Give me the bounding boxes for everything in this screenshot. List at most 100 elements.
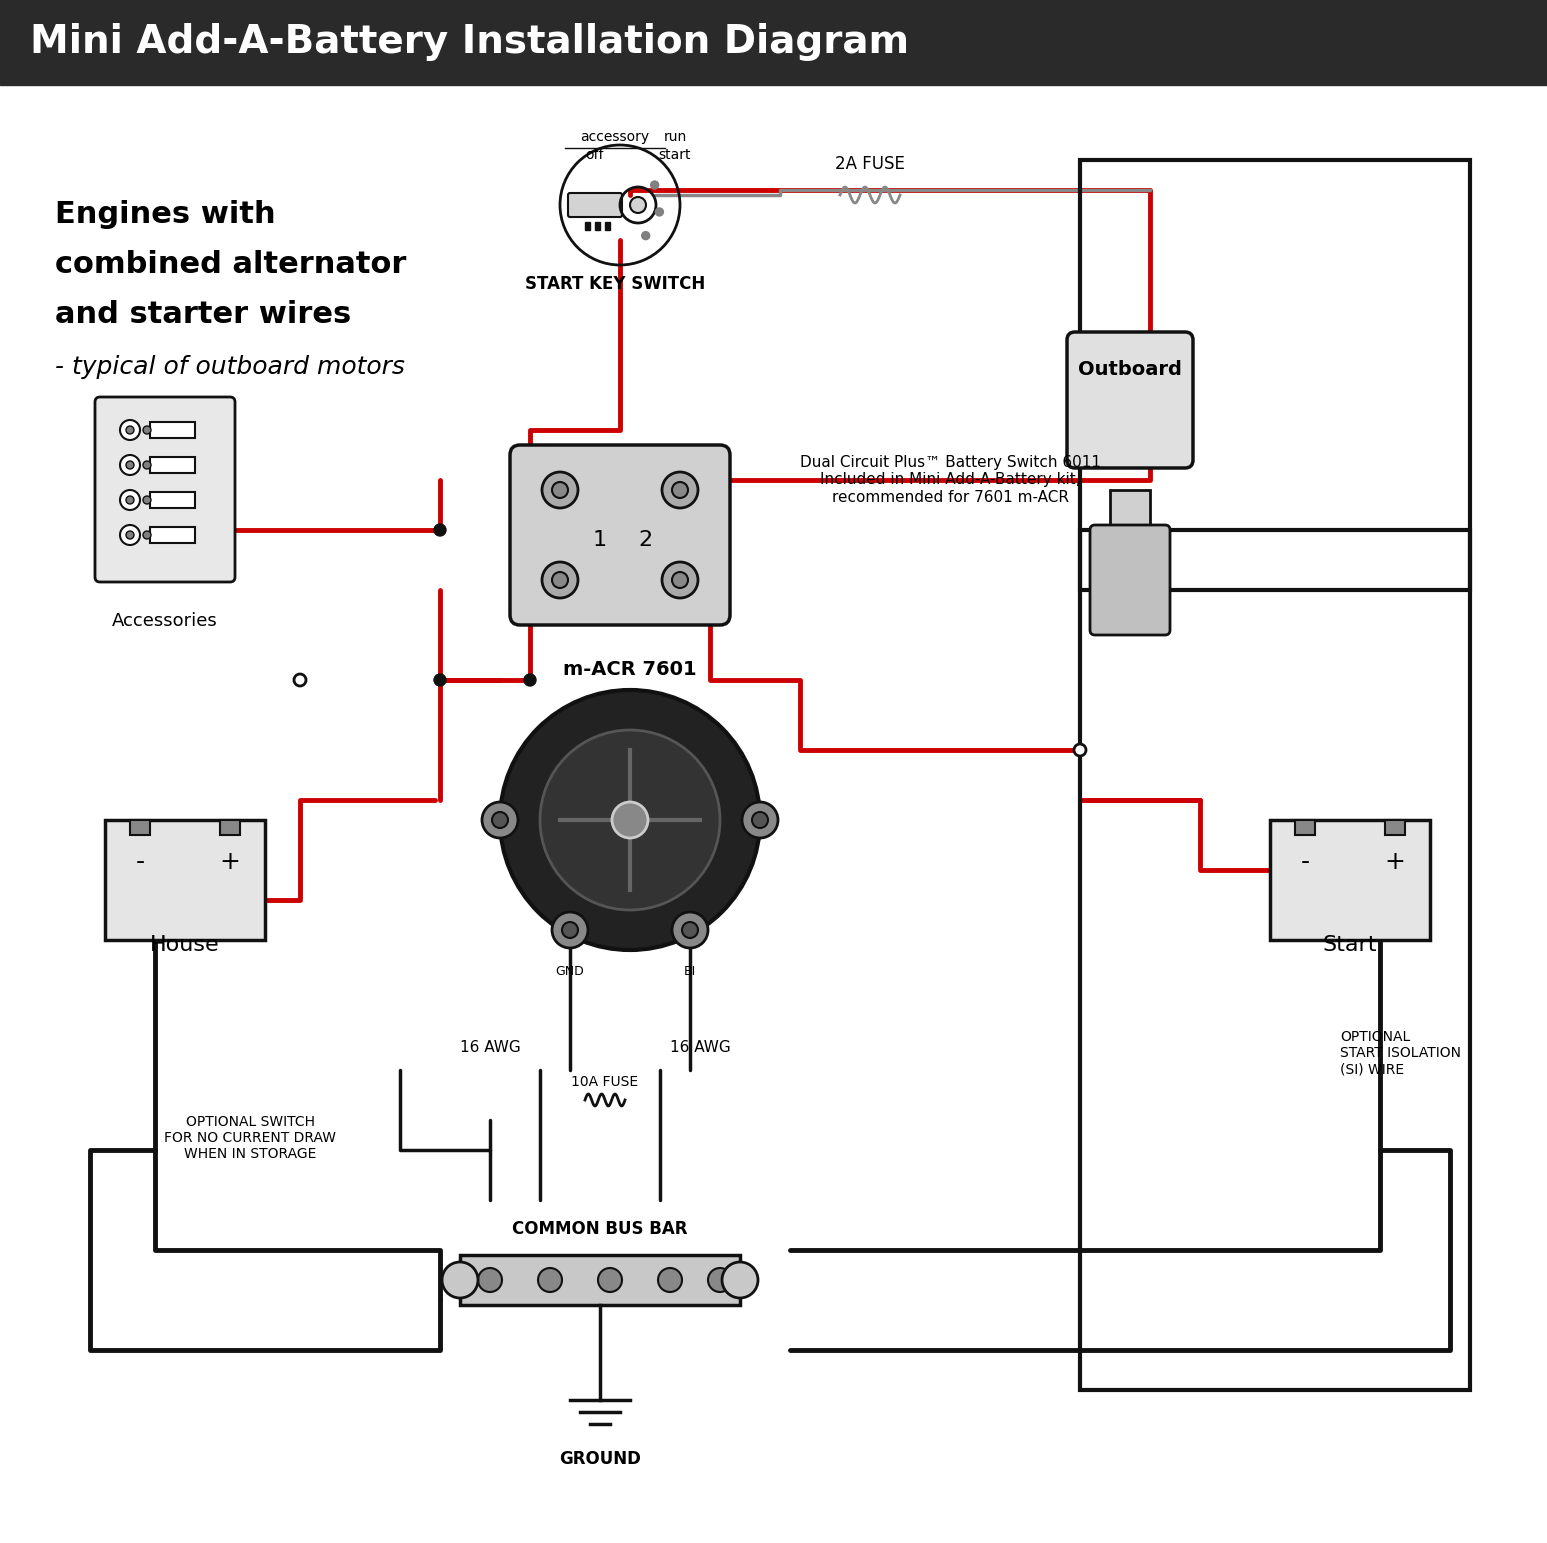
Circle shape xyxy=(435,674,446,687)
Circle shape xyxy=(121,491,139,511)
Circle shape xyxy=(671,572,688,588)
Bar xyxy=(1385,819,1405,835)
Bar xyxy=(459,1254,739,1305)
Circle shape xyxy=(121,525,139,545)
Circle shape xyxy=(541,562,579,599)
Text: COMMON BUS BAR: COMMON BUS BAR xyxy=(512,1221,688,1237)
Circle shape xyxy=(682,923,698,938)
Bar xyxy=(596,222,600,230)
Circle shape xyxy=(142,461,152,469)
Text: OPTIONAL
START ISOLATION
(SI) WIRE: OPTIONAL START ISOLATION (SI) WIRE xyxy=(1340,1031,1460,1077)
Text: Outboard: Outboard xyxy=(1078,360,1182,380)
Circle shape xyxy=(125,495,135,505)
Circle shape xyxy=(142,495,152,505)
Circle shape xyxy=(752,812,767,829)
Text: m-ACR 7601: m-ACR 7601 xyxy=(563,660,696,679)
Text: BI: BI xyxy=(684,964,696,978)
Text: accessory: accessory xyxy=(580,130,650,143)
Text: +: + xyxy=(220,850,240,873)
Bar xyxy=(220,819,240,835)
Text: 2: 2 xyxy=(637,529,653,549)
Text: combined alternator: combined alternator xyxy=(56,250,407,279)
Circle shape xyxy=(662,562,698,599)
FancyBboxPatch shape xyxy=(1067,332,1193,468)
Bar xyxy=(130,819,150,835)
Circle shape xyxy=(483,802,518,838)
Circle shape xyxy=(671,481,688,498)
Text: START KEY SWITCH: START KEY SWITCH xyxy=(524,275,705,293)
Circle shape xyxy=(599,1268,622,1291)
Circle shape xyxy=(142,531,152,539)
Text: 2A FUSE: 2A FUSE xyxy=(835,154,905,173)
Text: Dual Circuit Plus™ Battery Switch 6011
Included in Mini Add-A-Battery kit,
recom: Dual Circuit Plus™ Battery Switch 6011 I… xyxy=(800,455,1101,505)
Text: start: start xyxy=(659,148,692,162)
Circle shape xyxy=(442,1262,478,1298)
Circle shape xyxy=(540,730,719,910)
Text: 16 AWG: 16 AWG xyxy=(459,1040,520,1055)
Circle shape xyxy=(671,912,709,947)
Text: OPTIONAL SWITCH
FOR NO CURRENT DRAW
WHEN IN STORAGE: OPTIONAL SWITCH FOR NO CURRENT DRAW WHEN… xyxy=(164,1116,336,1162)
Circle shape xyxy=(630,198,647,213)
Bar xyxy=(1080,529,1470,1390)
Circle shape xyxy=(722,1262,758,1298)
Circle shape xyxy=(613,802,648,838)
Circle shape xyxy=(743,802,778,838)
Bar xyxy=(605,222,610,230)
Bar xyxy=(1270,819,1429,940)
Circle shape xyxy=(541,472,579,508)
FancyBboxPatch shape xyxy=(94,397,235,582)
Text: GROUND: GROUND xyxy=(558,1450,640,1467)
Circle shape xyxy=(492,812,507,829)
Text: Accessories: Accessories xyxy=(111,613,218,630)
Circle shape xyxy=(552,912,588,947)
Circle shape xyxy=(1074,744,1086,756)
Bar xyxy=(150,528,195,543)
Text: off: off xyxy=(586,148,605,162)
Text: +: + xyxy=(1385,850,1405,873)
Circle shape xyxy=(142,426,152,434)
Text: -: - xyxy=(136,850,144,873)
Text: GND: GND xyxy=(555,964,585,978)
Text: -: - xyxy=(1301,850,1310,873)
Circle shape xyxy=(524,674,535,687)
Bar xyxy=(150,492,195,508)
Bar xyxy=(0,0,1547,85)
Circle shape xyxy=(651,181,659,188)
Circle shape xyxy=(709,1268,732,1291)
Circle shape xyxy=(125,531,135,539)
Circle shape xyxy=(125,461,135,469)
Circle shape xyxy=(656,208,664,216)
Bar xyxy=(150,421,195,438)
Bar xyxy=(1080,160,1470,589)
Circle shape xyxy=(121,455,139,475)
Circle shape xyxy=(125,426,135,434)
Text: Engines with: Engines with xyxy=(56,201,275,228)
Text: and starter wires: and starter wires xyxy=(56,299,351,329)
Circle shape xyxy=(294,674,306,687)
Bar xyxy=(150,457,195,474)
Circle shape xyxy=(121,420,139,440)
Bar xyxy=(585,222,589,230)
Circle shape xyxy=(552,481,568,498)
Text: 16 AWG: 16 AWG xyxy=(670,1040,730,1055)
Circle shape xyxy=(478,1268,501,1291)
Circle shape xyxy=(657,1268,682,1291)
FancyBboxPatch shape xyxy=(568,193,622,218)
Circle shape xyxy=(538,1268,562,1291)
Circle shape xyxy=(500,690,760,950)
Text: - typical of outboard motors: - typical of outboard motors xyxy=(56,355,405,380)
Text: run: run xyxy=(664,130,687,143)
Bar xyxy=(1295,819,1315,835)
Text: Start: Start xyxy=(1323,935,1377,955)
Text: 1: 1 xyxy=(593,529,606,549)
Bar xyxy=(1111,491,1149,540)
Circle shape xyxy=(562,923,579,938)
Bar xyxy=(105,819,265,940)
Text: House: House xyxy=(150,935,220,955)
Circle shape xyxy=(642,231,650,239)
Circle shape xyxy=(552,572,568,588)
Text: 10A FUSE: 10A FUSE xyxy=(571,1075,639,1089)
FancyBboxPatch shape xyxy=(1091,525,1170,636)
Text: Mini Add-A-Battery Installation Diagram: Mini Add-A-Battery Installation Diagram xyxy=(29,23,910,62)
Circle shape xyxy=(435,525,446,535)
